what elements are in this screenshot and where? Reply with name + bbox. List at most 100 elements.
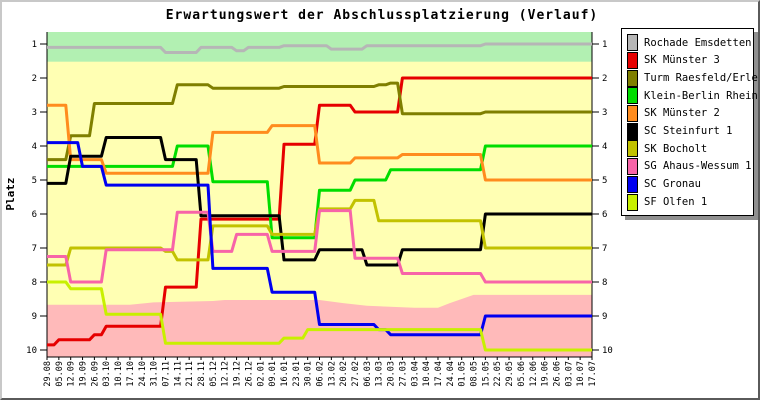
legend-swatch-icon xyxy=(627,34,638,52)
legend-label: Rochade Emsdetten 1 xyxy=(644,36,760,49)
y-tick-label-left: 3 xyxy=(32,108,37,118)
legend-label: SK Münster 2 xyxy=(644,107,720,120)
x-tick-label: 31.10 xyxy=(150,361,160,387)
y-tick-label-right: 6 xyxy=(602,210,607,220)
x-tick-label: 20.03 xyxy=(387,361,397,387)
x-tick-label: 07.11 xyxy=(162,361,172,387)
x-tick-label: 17.04 xyxy=(434,361,444,387)
legend-item: Rochade Emsdetten 1 xyxy=(627,34,758,52)
legend-label: SG Ahaus-Wessum 1 xyxy=(644,160,752,173)
y-tick-label-left: 2 xyxy=(32,74,37,84)
y-tick-label-right: 5 xyxy=(602,176,607,186)
series-line-turm-raesfeld-erle xyxy=(47,81,592,162)
legend-item: Turm Raesfeld/Erle xyxy=(627,69,758,87)
x-tick-label: 06.02 xyxy=(316,361,326,387)
legend-item: SC Gronau xyxy=(627,175,753,194)
y-tick-label-left: 8 xyxy=(32,278,37,288)
y-axis-title: Platz xyxy=(4,177,17,210)
x-tick-label: 05.09 xyxy=(55,361,65,387)
legend-item: SK Bocholt xyxy=(627,140,753,158)
x-tick-label: 19.06 xyxy=(541,361,551,387)
y-tick-label-right: 3 xyxy=(602,108,607,118)
x-tick-label: 03.04 xyxy=(410,361,420,387)
x-tick-label: 12.09 xyxy=(67,361,77,387)
x-tick-label: 24.04 xyxy=(446,361,456,387)
x-tick-label: 09.01 xyxy=(268,361,278,387)
x-tick-label: 06.03 xyxy=(363,361,373,387)
x-tick-label: 02.01 xyxy=(256,361,266,387)
x-tick-label: 03.07 xyxy=(564,361,574,387)
x-tick-label: 13.02 xyxy=(327,361,337,387)
x-tick-label: 22.05 xyxy=(493,361,503,387)
series-line-sk-bocholt xyxy=(47,198,592,267)
x-tick-label: 13.03 xyxy=(375,361,385,387)
legend-swatch-icon xyxy=(627,52,638,70)
x-tick-label: 05.06 xyxy=(517,361,527,387)
legend-swatch-icon xyxy=(627,140,638,158)
x-tick-label: 30.01 xyxy=(304,361,314,387)
chart-title: Erwartungswert der Abschlussplatzierung … xyxy=(165,8,599,23)
series-line-sf-olfen-1 xyxy=(47,280,592,352)
x-tick-label: 12.12 xyxy=(221,361,231,387)
x-tick-label: 15.05 xyxy=(481,361,491,387)
legend-item: SF Olfen 1 xyxy=(627,193,753,211)
x-tick-label: 19.12 xyxy=(233,361,243,387)
legend-box: Rochade Emsdetten 1 SK Münster 3 Turm Raes… xyxy=(621,28,758,216)
x-tick-label: 28.11 xyxy=(197,361,207,387)
legend-swatch-icon xyxy=(627,158,638,176)
y-tick-label-right: 8 xyxy=(602,278,607,288)
x-tick-label: 10.07 xyxy=(576,361,586,387)
legend-item: SK Münster 2 xyxy=(627,105,753,123)
x-tick-label: 27.03 xyxy=(398,361,408,387)
y-tick-label-right: 1 xyxy=(602,40,607,50)
y-tick-label-left: 5 xyxy=(32,176,37,186)
legend-label: SK Bocholt xyxy=(644,142,708,155)
x-tick-label: 21.11 xyxy=(185,361,195,387)
series-line-sk-m-nster-3 xyxy=(47,76,592,347)
legend-label: SC Steinfurt 1 xyxy=(644,125,733,138)
series-line-sc-steinfurt-1 xyxy=(47,136,592,267)
x-tick-label: 27.02 xyxy=(351,361,361,387)
y-tick-label-left: 7 xyxy=(32,244,37,254)
y-tick-label-right: 4 xyxy=(602,142,607,152)
y-tick-label-right: 2 xyxy=(602,74,607,84)
x-tick-label: 24.10 xyxy=(138,361,148,387)
legend-label: SK Münster 3 xyxy=(644,54,720,67)
x-tick-label: 16.01 xyxy=(280,361,290,387)
legend-swatch-icon xyxy=(627,87,638,105)
x-tick-label: 26.12 xyxy=(244,361,254,387)
y-tick-label-left: 10 xyxy=(26,346,37,356)
x-tick-label: 29.05 xyxy=(505,361,515,387)
y-tick-label-right: 9 xyxy=(602,312,607,322)
x-tick-label: 03.10 xyxy=(102,361,112,387)
legend-label: SC Gronau xyxy=(644,178,701,191)
legend-label: Klein-Berlin Rheine xyxy=(644,89,760,102)
legend-item: SK Münster 3 xyxy=(627,52,753,70)
legend-label: SF Olfen 1 xyxy=(644,195,708,208)
y-tick-label-right: 7 xyxy=(602,244,607,254)
x-tick-label: 05.12 xyxy=(209,361,219,387)
x-tick-label: 12.06 xyxy=(529,361,539,387)
legend-item: SC Steinfurt 1 xyxy=(627,122,753,140)
x-tick-label: 26.09 xyxy=(90,361,100,387)
legend-swatch-icon xyxy=(627,105,638,123)
series-line-sg-ahaus-wessum-1 xyxy=(47,209,592,284)
x-tick-label: 29.08 xyxy=(43,361,53,387)
legend-item: SG Ahaus-Wessum 1 xyxy=(627,158,753,176)
legend-swatch-icon xyxy=(627,193,638,211)
series-line-rochade-emsdetten-1 xyxy=(47,42,592,54)
x-tick-label: 08.05 xyxy=(470,361,480,387)
x-tick-label: 10.10 xyxy=(114,361,124,387)
legend-swatch-icon xyxy=(627,69,638,87)
series-line-sk-m-nster-2 xyxy=(47,103,592,182)
y-tick-label-left: 9 xyxy=(32,312,37,322)
x-tick-label: 10.04 xyxy=(422,361,432,387)
y-tick-label-left: 4 xyxy=(32,142,37,152)
x-tick-label: 20.02 xyxy=(339,361,349,387)
legend-label: Turm Raesfeld/Erle xyxy=(644,71,758,84)
y-tick-label-left: 6 xyxy=(32,210,37,220)
x-tick-label: 26.06 xyxy=(553,361,563,387)
x-tick-label: 19.09 xyxy=(79,361,89,387)
